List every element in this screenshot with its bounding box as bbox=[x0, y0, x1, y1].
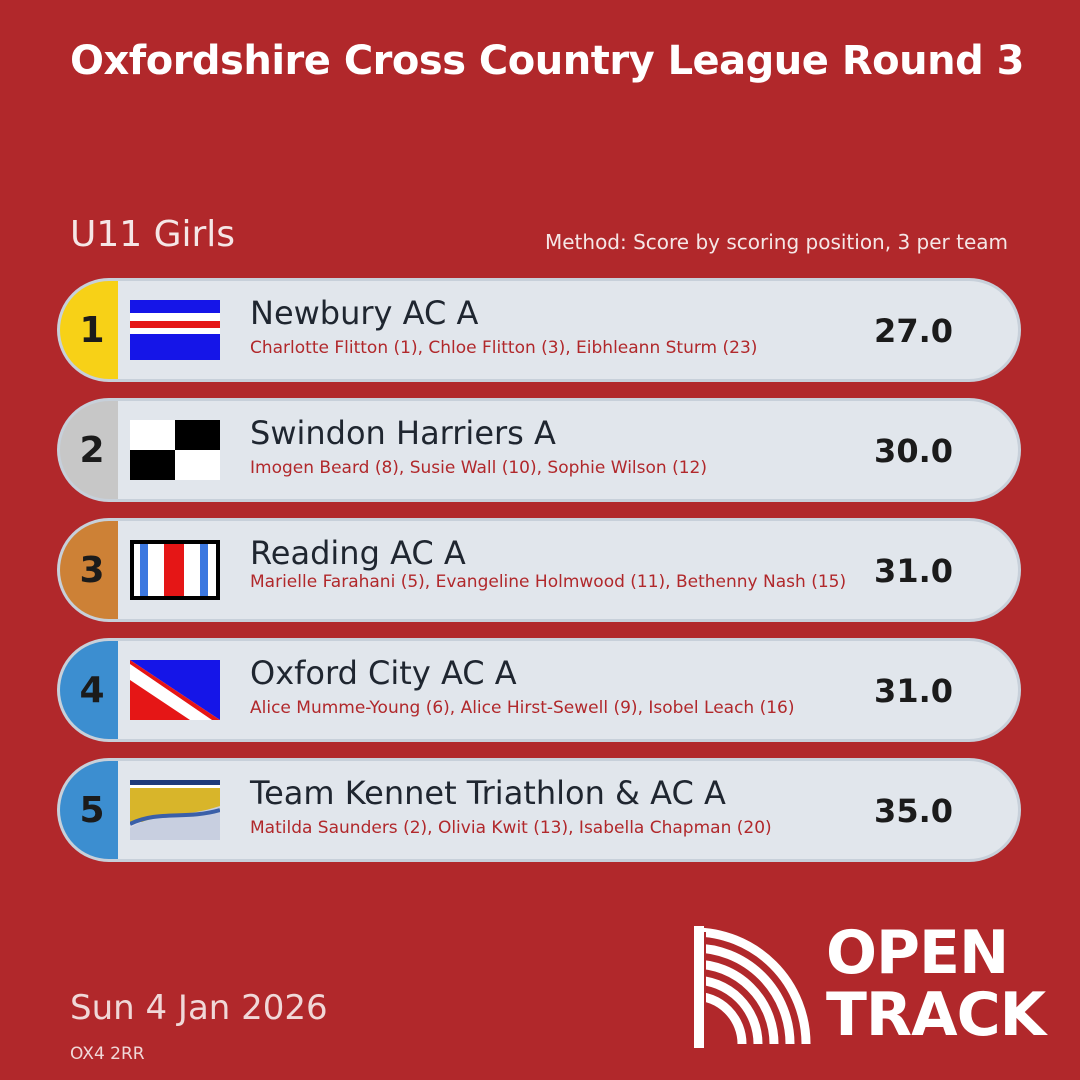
result-row-body bbox=[115, 641, 1018, 739]
rank-badge: 1 bbox=[60, 281, 118, 379]
scoring-method: Method: Score by scoring position, 3 per… bbox=[544, 230, 1008, 254]
team-athletes: Matilda Saunders (2), Olivia Kwit (13), … bbox=[250, 818, 772, 838]
category-label: U11 Girls bbox=[70, 214, 236, 255]
rank-badge: 5 bbox=[60, 761, 118, 859]
team-name: Oxford City AC A bbox=[250, 654, 517, 692]
opentrack-logo-icon bbox=[693, 926, 816, 1052]
team-name: Team Kennet Triathlon & AC A bbox=[250, 774, 726, 812]
result-row[interactable]: 1 Newbury AC A Charlotte Flitton (1), Ch… bbox=[57, 278, 1021, 382]
newbury-flag-icon bbox=[130, 300, 220, 360]
result-row[interactable]: 3 Reading AC A Marielle Farahani (5), Ev… bbox=[57, 518, 1021, 622]
page-title: Oxfordshire Cross Country League Round 3 bbox=[70, 38, 1024, 84]
result-row-body bbox=[115, 281, 1018, 379]
result-row-body bbox=[115, 521, 1018, 619]
team-athletes: Marielle Farahani (5), Evangeline Holmwo… bbox=[250, 572, 847, 592]
team-name: Reading AC A bbox=[250, 534, 466, 572]
result-row[interactable]: 4 Oxford City AC A Alice Mumme-Young (6)… bbox=[57, 638, 1021, 742]
result-row-body bbox=[115, 401, 1018, 499]
rank-badge: 2 bbox=[60, 401, 118, 499]
result-row[interactable]: 5 Team Kennet Triathlon & AC A Matilda S… bbox=[57, 758, 1021, 862]
kennet-flag-icon bbox=[130, 780, 220, 840]
team-score: 31.0 bbox=[874, 552, 953, 590]
team-name: Swindon Harriers A bbox=[250, 414, 556, 452]
reading-flag-icon bbox=[130, 540, 220, 600]
team-score: 30.0 bbox=[874, 432, 953, 470]
result-row[interactable]: 2 Swindon Harriers A Imogen Beard (8), S… bbox=[57, 398, 1021, 502]
event-postcode: OX4 2RR bbox=[70, 1044, 145, 1064]
logo-line-1: OPEN bbox=[826, 918, 1009, 988]
team-athletes: Alice Mumme-Young (6), Alice Hirst-Sewel… bbox=[250, 698, 795, 718]
rank-badge: 4 bbox=[60, 641, 118, 739]
logo-line-2: TRACK bbox=[826, 980, 1046, 1050]
event-date: Sun 4 Jan 2026 bbox=[70, 988, 328, 1028]
team-athletes: Charlotte Flitton (1), Chloe Flitton (3)… bbox=[250, 338, 758, 358]
result-row-body bbox=[115, 761, 1018, 859]
team-score: 35.0 bbox=[874, 792, 953, 830]
opentrack-logo-text: OPEN TRACK bbox=[826, 918, 1046, 1050]
team-athletes: Imogen Beard (8), Susie Wall (10), Sophi… bbox=[250, 458, 707, 478]
oxford-flag-icon bbox=[130, 660, 220, 720]
team-score: 31.0 bbox=[874, 672, 953, 710]
rank-badge: 3 bbox=[60, 521, 118, 619]
team-score: 27.0 bbox=[874, 312, 953, 350]
team-name: Newbury AC A bbox=[250, 294, 479, 332]
swindon-flag-icon bbox=[130, 420, 220, 480]
